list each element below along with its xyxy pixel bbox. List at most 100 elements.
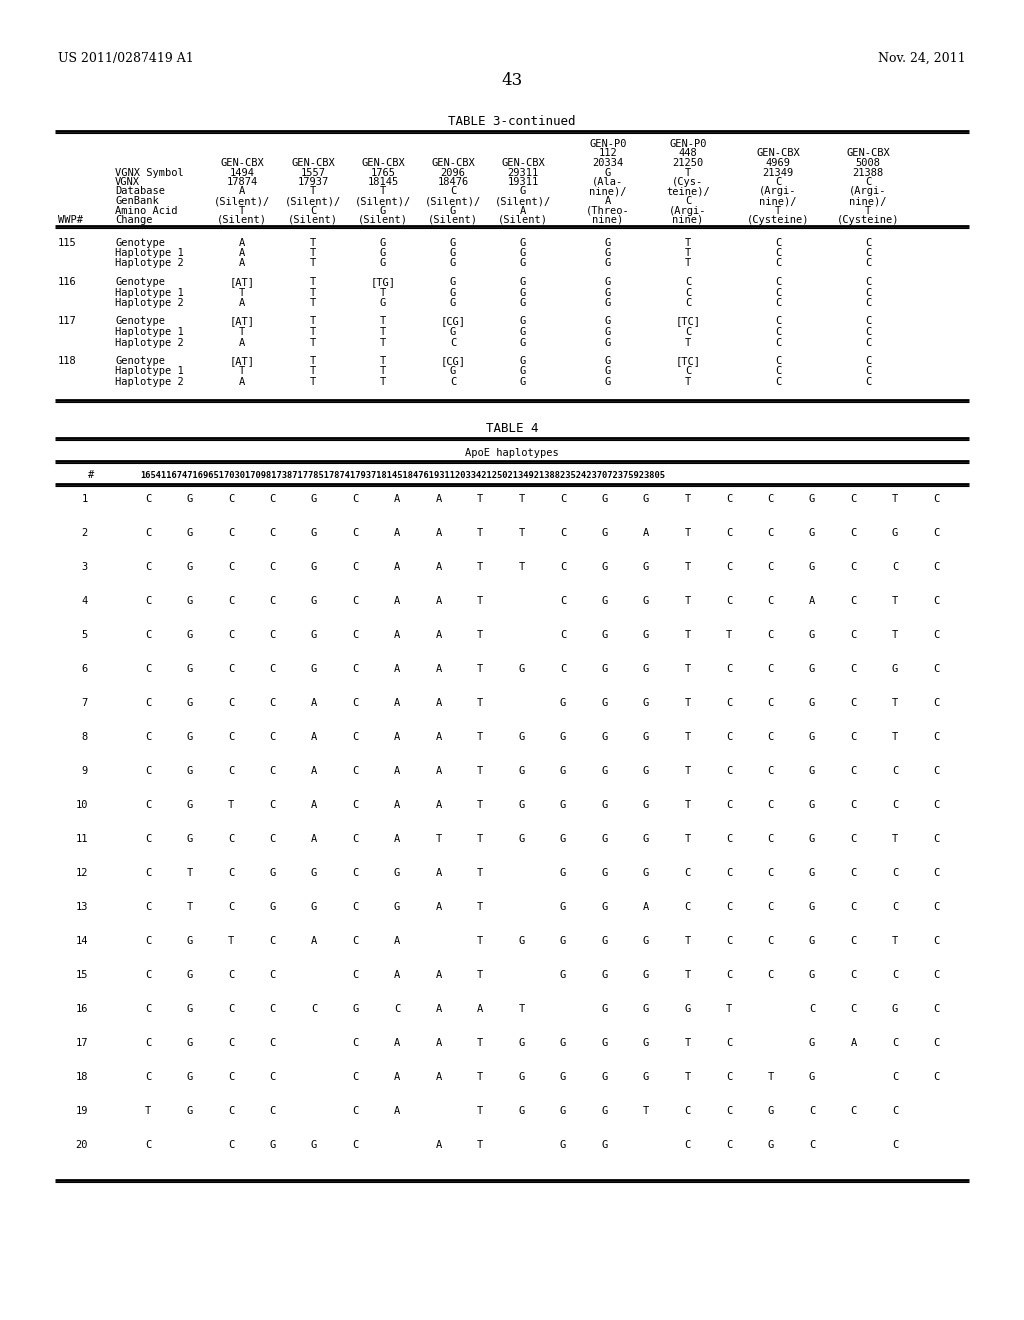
- Text: (Silent)/: (Silent)/: [285, 195, 341, 206]
- Text: G: G: [311, 561, 317, 572]
- Text: nine)/: nine)/: [849, 195, 887, 206]
- Text: 20: 20: [76, 1139, 88, 1150]
- Text: nine): nine): [592, 215, 624, 224]
- Text: G: G: [809, 528, 815, 537]
- Text: T: T: [310, 356, 316, 366]
- Text: G: G: [450, 238, 456, 248]
- Text: C: C: [892, 800, 898, 809]
- Text: G: G: [601, 528, 607, 537]
- Text: T: T: [380, 317, 386, 326]
- Text: GEN-P0: GEN-P0: [670, 139, 707, 149]
- Text: A: A: [394, 697, 400, 708]
- Text: 117: 117: [58, 317, 77, 326]
- Text: C: C: [850, 528, 857, 537]
- Text: T: T: [865, 206, 871, 215]
- Text: T: T: [684, 1038, 690, 1048]
- Text: G: G: [809, 902, 815, 912]
- Text: G: G: [605, 378, 611, 387]
- Text: C: C: [865, 277, 871, 286]
- Text: A: A: [239, 378, 245, 387]
- Text: GEN-CBX: GEN-CBX: [756, 149, 800, 158]
- Text: G: G: [560, 1038, 566, 1048]
- Text: G: G: [518, 800, 524, 809]
- Text: C: C: [850, 1106, 857, 1115]
- Text: G: G: [809, 1072, 815, 1081]
- Text: [TC]: [TC]: [676, 317, 700, 326]
- Text: (Argi-: (Argi-: [670, 206, 707, 215]
- Text: G: G: [394, 867, 400, 878]
- Text: C: C: [144, 833, 152, 843]
- Text: G: G: [601, 630, 607, 639]
- Text: T: T: [643, 1106, 649, 1115]
- Text: GEN-CBX: GEN-CBX: [431, 158, 475, 168]
- Text: C: C: [933, 731, 940, 742]
- Text: C: C: [775, 259, 781, 268]
- Text: C: C: [228, 766, 234, 776]
- Text: T: T: [239, 327, 245, 337]
- Text: A: A: [394, 766, 400, 776]
- Text: T: T: [684, 800, 690, 809]
- Text: C: C: [144, 1038, 152, 1048]
- Text: C: C: [560, 494, 566, 503]
- Text: 29311: 29311: [507, 168, 539, 177]
- Text: C: C: [352, 936, 358, 945]
- Text: 15: 15: [76, 969, 88, 979]
- Text: C: C: [726, 595, 732, 606]
- Text: C: C: [269, 936, 275, 945]
- Text: T: T: [684, 766, 690, 776]
- Text: G: G: [518, 731, 524, 742]
- Text: 18476: 18476: [437, 177, 469, 187]
- Text: G: G: [643, 561, 649, 572]
- Text: C: C: [865, 248, 871, 257]
- Text: C: C: [269, 800, 275, 809]
- Text: T: T: [684, 528, 690, 537]
- Text: G: G: [605, 338, 611, 347]
- Text: 17937: 17937: [297, 177, 329, 187]
- Text: C: C: [269, 528, 275, 537]
- Text: C: C: [269, 595, 275, 606]
- Text: 1494: 1494: [229, 168, 255, 177]
- Text: T: T: [684, 595, 690, 606]
- Text: C: C: [726, 766, 732, 776]
- Text: C: C: [228, 561, 234, 572]
- Text: C: C: [269, 1038, 275, 1048]
- Text: C: C: [352, 867, 358, 878]
- Text: G: G: [450, 206, 456, 215]
- Text: G: G: [269, 902, 275, 912]
- Text: C: C: [144, 494, 152, 503]
- Text: C: C: [892, 766, 898, 776]
- Text: C: C: [352, 494, 358, 503]
- Text: G: G: [380, 238, 386, 248]
- Text: C: C: [269, 969, 275, 979]
- Text: C: C: [892, 1106, 898, 1115]
- Text: G: G: [186, 561, 193, 572]
- Text: T: T: [726, 630, 732, 639]
- Text: GEN-CBX: GEN-CBX: [291, 158, 335, 168]
- Text: T: T: [685, 248, 691, 257]
- Text: G: G: [311, 902, 317, 912]
- Text: T: T: [685, 378, 691, 387]
- Text: G: G: [809, 800, 815, 809]
- Text: G: G: [311, 630, 317, 639]
- Text: G: G: [601, 936, 607, 945]
- Text: C: C: [352, 595, 358, 606]
- Text: C: C: [850, 664, 857, 673]
- Text: G: G: [450, 259, 456, 268]
- Text: A: A: [435, 1038, 441, 1048]
- Text: 21388: 21388: [852, 168, 884, 177]
- Text: T: T: [684, 731, 690, 742]
- Text: G: G: [605, 277, 611, 286]
- Text: A: A: [477, 1003, 483, 1014]
- Text: C: C: [933, 528, 940, 537]
- Text: C: C: [933, 664, 940, 673]
- Text: G: G: [643, 1038, 649, 1048]
- Text: C: C: [144, 528, 152, 537]
- Text: G: G: [643, 731, 649, 742]
- Text: A: A: [394, 1072, 400, 1081]
- Text: T: T: [477, 800, 483, 809]
- Text: C: C: [144, 867, 152, 878]
- Text: (Silent): (Silent): [217, 215, 267, 224]
- Text: T: T: [477, 731, 483, 742]
- Text: C: C: [269, 731, 275, 742]
- Text: C: C: [865, 356, 871, 366]
